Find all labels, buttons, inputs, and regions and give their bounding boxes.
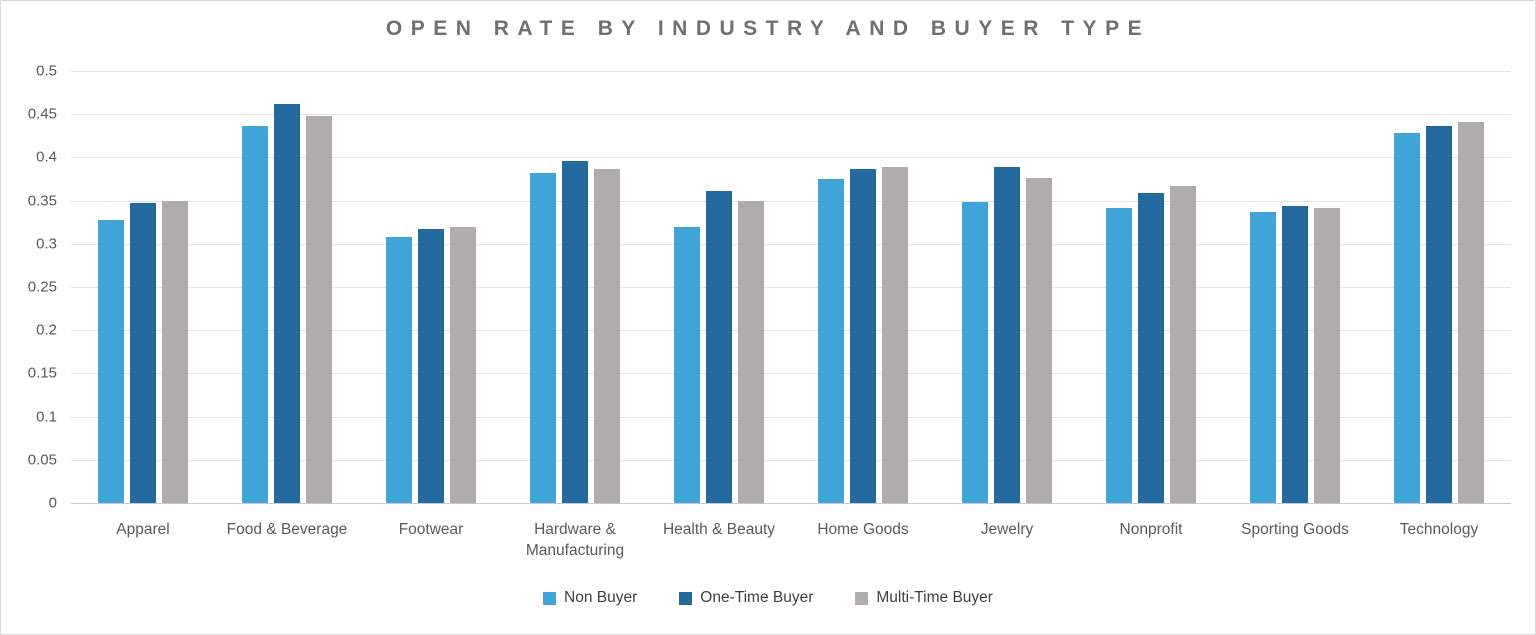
- x-axis-category-label: Hardware & Manufacturing: [525, 521, 625, 559]
- y-axis-tick-label: 0: [48, 494, 57, 512]
- legend-label: Non Buyer: [564, 589, 638, 606]
- gridline: [71, 71, 1511, 72]
- bar: [1170, 185, 1196, 503]
- bar: [962, 202, 988, 503]
- x-axis-category-label: Technology: [1399, 521, 1479, 538]
- bar: [306, 115, 332, 503]
- y-axis-tick-label: 0.35: [27, 192, 57, 210]
- x-axis-line: [71, 503, 1511, 504]
- y-axis-tick-label: 0.2: [36, 321, 57, 339]
- bar: [386, 236, 412, 503]
- gridline: [71, 416, 1511, 418]
- chart-title: OPEN RATE BY INDUSTRY AND BUYER TYPE: [385, 17, 1151, 40]
- legend-item: Multi-Time Buyer: [855, 589, 993, 607]
- bar: [274, 103, 300, 503]
- gridline: [71, 114, 1511, 116]
- y-axis-tick-label: 0.25: [27, 278, 57, 296]
- bar: [162, 201, 188, 503]
- legend-swatch-icon: [855, 591, 869, 605]
- legend-swatch-icon: [543, 591, 557, 605]
- legend-item: One-Time Buyer: [679, 589, 813, 607]
- gridline: [71, 287, 1511, 288]
- gridline: [71, 330, 1511, 332]
- bar: [130, 203, 156, 503]
- bar: [1026, 178, 1052, 503]
- bar: [994, 166, 1020, 503]
- bar: [1314, 208, 1340, 503]
- bar: [1138, 192, 1164, 503]
- bar: [706, 191, 732, 503]
- bar: [418, 229, 444, 503]
- x-axis-category-label: Food & Beverage: [226, 521, 348, 538]
- legend-item: Non Buyer: [543, 589, 637, 607]
- bar: [882, 166, 908, 503]
- legend: Non Buyer One-Time Buyer Multi-Time Buyer: [1, 589, 1535, 607]
- bar: [98, 220, 124, 503]
- gridline: [71, 200, 1511, 202]
- gridline: [71, 243, 1511, 245]
- bar: [1394, 133, 1420, 503]
- bar: [1250, 211, 1276, 503]
- gridline: [71, 459, 1511, 461]
- y-axis-tick-label: 0.05: [27, 451, 57, 469]
- bar: [594, 168, 620, 503]
- legend-label: One-Time Buyer: [700, 589, 814, 606]
- bar: [1458, 121, 1484, 503]
- gridline: [71, 157, 1511, 159]
- bar: [450, 227, 476, 503]
- x-axis-category-label: Home Goods: [817, 521, 909, 538]
- bar: [530, 172, 556, 503]
- x-axis-category-label: Sporting Goods: [1241, 521, 1349, 538]
- bar: [818, 179, 844, 503]
- y-axis-tick-label: 0.3: [36, 235, 57, 253]
- x-axis-category-label: Nonprofit: [1119, 521, 1183, 538]
- y-axis-tick-label: 0.5: [36, 62, 57, 80]
- gridline: [71, 373, 1511, 375]
- legend-label: Multi-Time Buyer: [876, 589, 993, 606]
- y-axis-tick-label: 0.15: [27, 364, 57, 382]
- legend-swatch-icon: [679, 591, 693, 605]
- bar: [1106, 207, 1132, 503]
- x-axis-category-label: Health & Beauty: [662, 521, 775, 538]
- x-axis-category-label: Jewelry: [980, 521, 1034, 538]
- y-axis-tick-label: 0.45: [27, 105, 57, 123]
- bar: [850, 168, 876, 503]
- bar: [1282, 205, 1308, 503]
- x-axis-category-label: Footwear: [398, 521, 464, 538]
- y-axis-tick-label: 0.4: [36, 148, 57, 166]
- bar: [1426, 126, 1452, 503]
- x-axis-category-label: Apparel: [116, 521, 170, 538]
- y-axis-tick-label: 0.1: [36, 408, 57, 426]
- bar: [562, 160, 588, 503]
- bar: [674, 227, 700, 503]
- bar: [738, 201, 764, 503]
- bar: [242, 126, 268, 503]
